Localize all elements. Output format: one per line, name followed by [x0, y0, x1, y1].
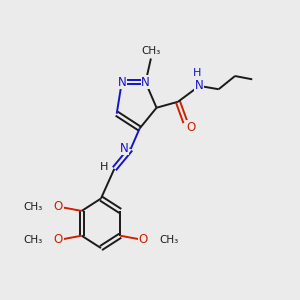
Text: O: O [139, 233, 148, 246]
Text: O: O [54, 233, 63, 246]
Text: N: N [195, 80, 204, 92]
Text: H: H [193, 68, 201, 78]
Text: CH₃: CH₃ [141, 46, 160, 56]
Text: H: H [100, 162, 108, 172]
Text: O: O [54, 200, 63, 214]
Text: CH₃: CH₃ [23, 202, 42, 212]
Text: N: N [117, 76, 126, 89]
Text: N: N [141, 76, 150, 89]
Text: N: N [120, 142, 128, 155]
Text: O: O [186, 121, 195, 134]
Text: CH₃: CH₃ [160, 235, 179, 245]
Text: CH₃: CH₃ [23, 235, 42, 245]
